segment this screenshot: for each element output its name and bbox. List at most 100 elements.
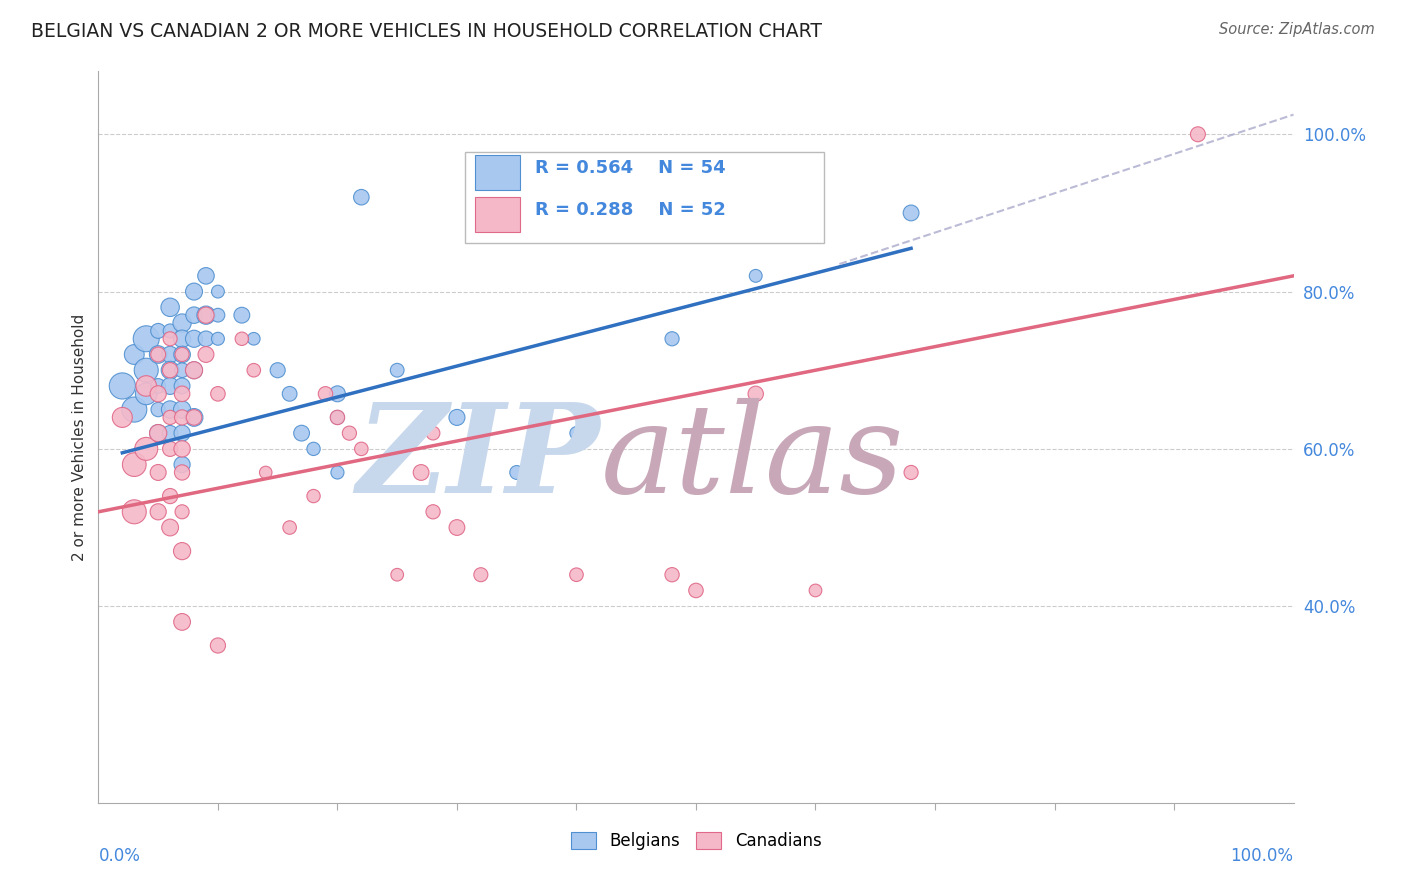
Point xyxy=(422,505,444,519)
Point xyxy=(195,268,218,283)
Point xyxy=(195,332,218,346)
Point xyxy=(195,308,218,322)
Point xyxy=(506,466,529,480)
Point xyxy=(159,442,181,456)
Point xyxy=(172,615,194,629)
Point xyxy=(135,442,157,456)
Point xyxy=(183,410,205,425)
Point xyxy=(148,387,170,401)
Point xyxy=(135,332,157,346)
Point xyxy=(195,308,218,322)
Text: 100.0%: 100.0% xyxy=(1230,847,1294,864)
Point xyxy=(326,410,349,425)
Point xyxy=(172,442,194,456)
Point xyxy=(183,308,205,322)
Point xyxy=(135,363,157,377)
Point xyxy=(326,466,349,480)
Point xyxy=(745,268,768,283)
Point xyxy=(172,332,194,346)
Point xyxy=(302,442,325,456)
Point xyxy=(267,363,290,377)
Point xyxy=(183,363,205,377)
Point xyxy=(159,520,181,534)
Point xyxy=(422,426,444,441)
Text: atlas: atlas xyxy=(600,398,904,520)
Point xyxy=(207,639,229,653)
Point xyxy=(243,363,266,377)
Point xyxy=(159,347,181,361)
Y-axis label: 2 or more Vehicles in Household: 2 or more Vehicles in Household xyxy=(72,313,87,561)
Point xyxy=(231,332,253,346)
Text: 0.0%: 0.0% xyxy=(98,847,141,864)
Text: R = 0.564    N = 54: R = 0.564 N = 54 xyxy=(534,159,725,177)
Point xyxy=(111,410,134,425)
Point xyxy=(183,332,205,346)
Point xyxy=(183,285,205,299)
Point xyxy=(291,426,314,441)
Point xyxy=(159,301,181,315)
Point xyxy=(565,567,588,582)
Point xyxy=(124,458,146,472)
Point xyxy=(207,285,229,299)
Point xyxy=(350,190,373,204)
Text: BELGIAN VS CANADIAN 2 OR MORE VEHICLES IN HOUSEHOLD CORRELATION CHART: BELGIAN VS CANADIAN 2 OR MORE VEHICLES I… xyxy=(31,22,823,41)
Point xyxy=(111,379,134,393)
Point xyxy=(172,402,194,417)
Point xyxy=(207,387,229,401)
Point xyxy=(1187,128,1209,142)
Point xyxy=(172,316,194,330)
Point xyxy=(172,426,194,441)
Point xyxy=(183,410,205,425)
Point xyxy=(661,332,683,346)
Point xyxy=(135,387,157,401)
Point xyxy=(124,402,146,417)
Point xyxy=(172,347,194,361)
Point xyxy=(148,324,170,338)
Point xyxy=(183,363,205,377)
Point xyxy=(172,410,194,425)
Point xyxy=(172,544,194,558)
Point xyxy=(231,308,253,322)
Text: ZIP: ZIP xyxy=(357,398,600,520)
Point xyxy=(159,410,181,425)
FancyBboxPatch shape xyxy=(475,197,520,232)
Point xyxy=(159,332,181,346)
Point xyxy=(315,387,337,401)
Point xyxy=(159,324,181,338)
Point xyxy=(172,387,194,401)
Point xyxy=(159,402,181,417)
Point xyxy=(135,379,157,393)
Point xyxy=(446,520,468,534)
Point xyxy=(278,520,301,534)
Point xyxy=(159,363,181,377)
Point xyxy=(148,379,170,393)
Point xyxy=(900,466,922,480)
Point xyxy=(195,347,218,361)
Point xyxy=(172,505,194,519)
Point xyxy=(254,466,277,480)
Point xyxy=(148,402,170,417)
Point xyxy=(278,387,301,401)
Point xyxy=(446,410,468,425)
Point xyxy=(661,567,683,582)
Point xyxy=(172,379,194,393)
Legend: Belgians, Canadians: Belgians, Canadians xyxy=(564,825,828,856)
Point xyxy=(900,206,922,220)
Point xyxy=(148,426,170,441)
Text: Source: ZipAtlas.com: Source: ZipAtlas.com xyxy=(1219,22,1375,37)
Point xyxy=(207,308,229,322)
Point xyxy=(243,332,266,346)
Point xyxy=(302,489,325,503)
Point xyxy=(172,347,194,361)
Point xyxy=(159,363,181,377)
Point xyxy=(172,466,194,480)
Point xyxy=(172,458,194,472)
Point xyxy=(207,332,229,346)
Point xyxy=(148,505,170,519)
FancyBboxPatch shape xyxy=(475,154,520,190)
Point xyxy=(804,583,827,598)
Point xyxy=(411,466,433,480)
Point xyxy=(148,426,170,441)
Point xyxy=(159,379,181,393)
Point xyxy=(124,347,146,361)
